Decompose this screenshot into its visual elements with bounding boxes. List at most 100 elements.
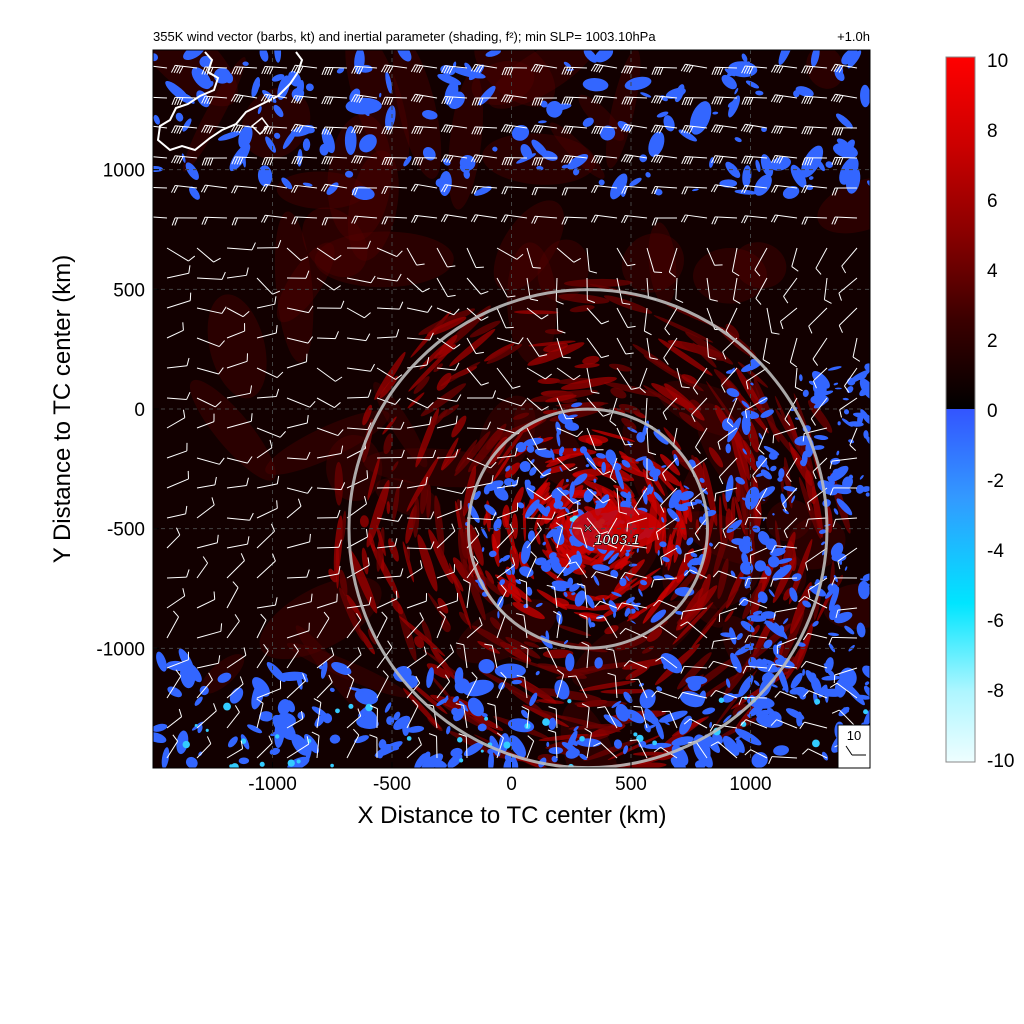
shading-negative <box>698 516 708 526</box>
wind-barb <box>406 593 428 609</box>
shading-positive <box>507 687 543 712</box>
wind-barb <box>351 155 378 164</box>
shading-negative <box>636 547 639 553</box>
min-slp-marker: × 1003.1 <box>583 520 640 549</box>
wind-barb <box>548 706 558 729</box>
shading-positive <box>643 486 667 523</box>
shading-negative <box>661 465 667 468</box>
shading-positive <box>608 363 632 372</box>
wind-barb <box>832 517 858 528</box>
wind-barb <box>710 689 738 699</box>
shading-negative <box>738 675 754 697</box>
wind-barb <box>616 307 636 328</box>
wind-barb <box>166 442 188 459</box>
shading-negative <box>238 125 253 149</box>
wind-barb <box>286 353 308 369</box>
wind-barb <box>406 511 435 520</box>
shading-positive <box>742 582 763 620</box>
shading-negative <box>694 760 706 768</box>
wind-barb <box>226 456 253 464</box>
wind-barb <box>171 217 198 226</box>
shading-negative <box>777 625 785 637</box>
wind-barb <box>286 622 310 639</box>
shading-negative <box>670 757 686 768</box>
shading-negative <box>681 501 698 507</box>
shading-positive <box>681 374 698 384</box>
shading-negative <box>153 723 168 732</box>
shading-negative <box>459 163 470 174</box>
shading-negative <box>468 64 485 81</box>
shading-positive <box>419 340 451 370</box>
shading-positive <box>618 403 641 414</box>
wind-barb <box>256 553 276 579</box>
wind-barb <box>290 123 318 133</box>
wind-barb <box>166 527 181 549</box>
shading-positive <box>543 342 568 353</box>
shading-positive <box>497 583 510 598</box>
wind-barb <box>812 337 828 366</box>
wind-barb <box>286 569 310 579</box>
shading-positive <box>362 404 373 426</box>
wind-barb <box>560 154 588 164</box>
wind-barb <box>841 247 858 274</box>
shading-negative <box>499 557 503 563</box>
shading-positive <box>335 543 340 589</box>
wind-barb <box>316 674 333 699</box>
shading-negative <box>712 111 719 115</box>
wind-barb <box>346 470 369 489</box>
wind-barb <box>406 247 425 266</box>
shading-negative <box>811 676 822 694</box>
shading-positive <box>505 636 541 659</box>
shading-negative <box>825 161 833 168</box>
shading-negative <box>773 745 789 756</box>
shading-negative <box>450 77 456 82</box>
shading-negative <box>859 372 868 381</box>
wind-barb <box>166 322 184 339</box>
shading-negative <box>453 708 465 722</box>
shading-negative <box>473 186 492 196</box>
shading-negative <box>535 670 540 676</box>
wind-barb <box>286 643 299 669</box>
shading-negative <box>583 50 598 63</box>
wind-barb <box>681 97 708 106</box>
shading-positive <box>391 461 399 472</box>
wind-barb <box>661 710 678 729</box>
wind-barb <box>680 665 708 674</box>
shading-negative <box>790 672 803 689</box>
wind-barb <box>410 93 438 103</box>
shading-cyan <box>744 696 748 700</box>
shading-negative <box>559 466 563 472</box>
shading-negative <box>829 484 852 495</box>
wind-barb <box>441 96 468 105</box>
wind-barb <box>351 125 378 134</box>
wind-barb <box>406 737 422 759</box>
shading-negative <box>802 389 809 397</box>
shading-negative <box>776 557 793 565</box>
wind-barb <box>441 65 468 74</box>
wind-barb <box>711 155 738 164</box>
shading-negative <box>735 476 746 485</box>
wind-barb <box>801 65 828 75</box>
shading-negative <box>863 705 870 728</box>
shading-negative <box>359 134 377 153</box>
shading-negative <box>709 721 713 728</box>
shading-negative <box>543 505 551 516</box>
shading-negative <box>538 120 547 124</box>
wind-barb <box>646 337 658 360</box>
wind-barb <box>171 64 198 74</box>
wind-barb <box>556 337 571 359</box>
radius-circle <box>466 407 709 650</box>
shading-negative <box>694 499 703 504</box>
shading-negative <box>821 541 826 546</box>
shading-negative <box>833 382 839 386</box>
shading-haze <box>549 122 605 179</box>
shading-haze <box>507 242 557 365</box>
shading-negative <box>242 152 246 168</box>
wind-barb <box>770 214 798 223</box>
wind-barb <box>256 680 282 699</box>
wind-barb <box>717 427 738 450</box>
wind-barb <box>226 385 253 399</box>
wind-barb <box>436 592 459 609</box>
shading-negative <box>687 677 702 692</box>
shading-positive <box>522 477 549 516</box>
